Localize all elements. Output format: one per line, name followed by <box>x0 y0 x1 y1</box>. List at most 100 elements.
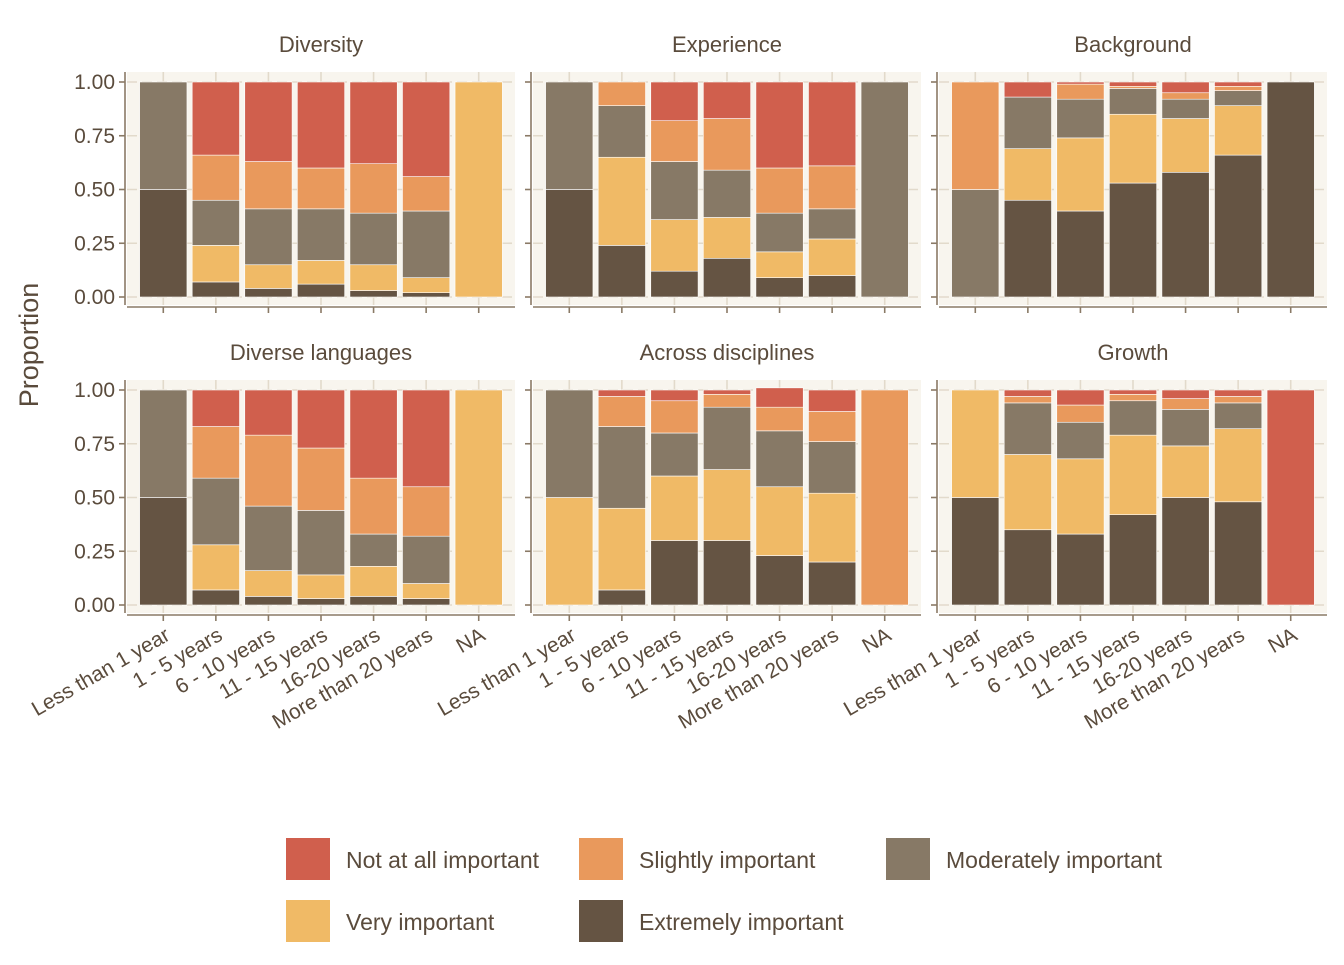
bar-segment <box>349 290 398 298</box>
bar-segment <box>244 161 293 210</box>
bar-segment <box>191 281 240 298</box>
bar-segment <box>139 189 188 298</box>
bar-segment <box>191 81 240 156</box>
bar-segment <box>1056 137 1105 212</box>
bar-segment <box>349 533 398 567</box>
bar-segment <box>808 238 857 276</box>
bar-segment <box>1214 86 1263 91</box>
bar-segment <box>244 434 293 507</box>
bar-segment <box>650 270 699 298</box>
bar-segment <box>349 264 398 291</box>
bar-segment <box>1214 501 1263 606</box>
bar-segment <box>402 81 451 177</box>
bar-segment <box>1003 454 1052 531</box>
bar-segment <box>349 212 398 266</box>
y-tick-label: 0.00 <box>74 286 115 309</box>
bar-segment <box>297 389 345 449</box>
bar-segment <box>1056 210 1105 298</box>
bar-segment <box>402 486 451 537</box>
bar-segment <box>1056 404 1105 423</box>
bar-segment <box>808 441 857 494</box>
bar-segment <box>703 393 751 408</box>
bar-segment <box>703 118 751 171</box>
bar-segment <box>402 277 451 293</box>
legend-swatch <box>579 838 623 880</box>
y-tick-label: 0.50 <box>74 487 115 510</box>
bar-segment <box>755 167 804 214</box>
bar-segment <box>454 389 503 606</box>
bar-segment <box>244 264 293 289</box>
panel-title: Growth <box>1098 340 1169 365</box>
bar-segment <box>597 389 646 397</box>
y-tick-label: 1.00 <box>74 71 115 94</box>
bar-segment <box>244 81 293 162</box>
bar-segment <box>1266 81 1315 298</box>
bar-segment <box>402 292 451 298</box>
legend-swatch <box>286 838 330 880</box>
bar-segment <box>191 477 240 546</box>
bar-segment <box>808 208 857 240</box>
legend-swatch <box>886 838 930 880</box>
y-tick-label: 0.50 <box>74 179 115 202</box>
bar-segment <box>402 389 451 488</box>
bar-segment <box>297 260 345 285</box>
bar-segment <box>650 81 699 122</box>
bar-segment <box>650 475 699 541</box>
bar-segment <box>545 389 594 498</box>
bar-segment <box>1214 90 1263 106</box>
legend-label: Not at all important <box>346 847 540 873</box>
bar-segment <box>349 81 398 164</box>
bar-segment <box>650 540 699 606</box>
bar-segment <box>860 81 909 298</box>
bar-segment <box>1214 154 1263 298</box>
bar-segment <box>1056 98 1105 139</box>
bar-segment <box>1109 393 1157 402</box>
bar-segment <box>755 486 804 556</box>
bar-segment <box>191 245 240 283</box>
bar-segment <box>755 277 804 298</box>
bar-segment <box>808 411 857 442</box>
bar-segment <box>244 505 293 571</box>
bar-segment <box>1161 497 1210 606</box>
bar-segment <box>860 389 909 606</box>
bar-segment <box>1003 96 1052 149</box>
bar-segment <box>703 540 751 606</box>
bar-segment <box>244 570 293 597</box>
bar-segment <box>1109 182 1157 298</box>
bar-segment <box>650 389 699 402</box>
bar-segment <box>597 396 646 427</box>
bar-segment <box>191 589 240 606</box>
bar-segment <box>755 387 804 408</box>
bar-segment <box>1214 428 1263 503</box>
bar-segment <box>139 389 188 498</box>
bar-segment <box>191 154 240 201</box>
bar-segment <box>1109 86 1157 89</box>
bar-segment <box>297 208 345 261</box>
bar-segment <box>297 447 345 511</box>
bar-segment <box>951 189 1000 298</box>
bar-segment <box>951 389 1000 498</box>
bar-segment <box>1003 148 1052 201</box>
bar-segment <box>650 400 699 434</box>
bar-segment <box>349 565 398 597</box>
panel-title: Diverse languages <box>230 340 412 365</box>
panel-title: Diversity <box>279 32 363 57</box>
bar-segment <box>951 497 1000 606</box>
x-tick-label: NA <box>858 623 895 658</box>
bar-segment <box>1161 445 1210 498</box>
bar-segment <box>597 426 646 509</box>
bar-segment <box>1003 402 1052 455</box>
bar-segment <box>755 430 804 488</box>
legend-label: Slightly important <box>639 847 816 873</box>
panel-title: Across disciplines <box>640 340 815 365</box>
bar-segment <box>1056 533 1105 606</box>
bar-segment <box>650 120 699 162</box>
bar-segment <box>808 165 857 210</box>
bar-segment <box>755 212 804 253</box>
bar-segment <box>597 589 646 606</box>
bar-segment <box>1161 81 1210 94</box>
bar-segment <box>191 389 240 427</box>
bar-segment <box>808 561 857 606</box>
bar-segment <box>191 426 240 479</box>
x-tick-label: NA <box>452 623 489 658</box>
